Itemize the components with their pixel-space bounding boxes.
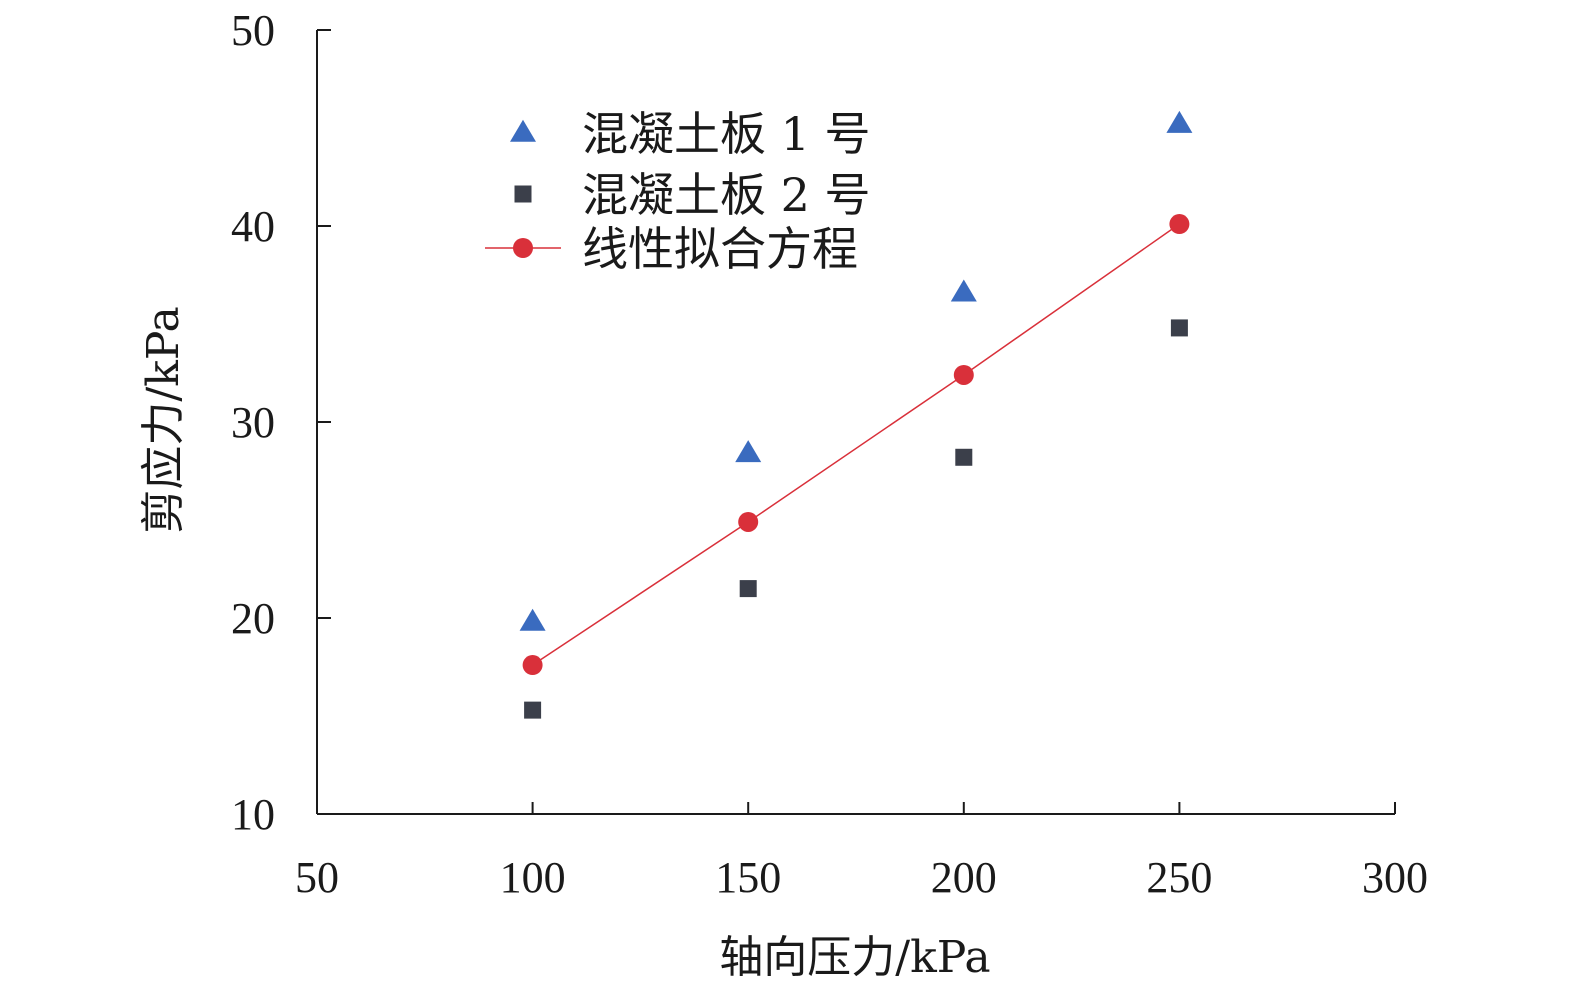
square-point [739,580,757,598]
x-tick-label: 250 [1146,853,1212,902]
x-tick-label: 300 [1362,853,1428,902]
triangle-point [1166,110,1193,133]
y-tick-label: 10 [231,790,275,839]
circle-point [953,364,974,385]
series-group [522,214,1190,676]
x-tick-label: 200 [931,853,997,902]
triangle-point [519,608,546,631]
legend-label: 线性拟合方程 [582,222,858,276]
triangle-point [950,279,977,302]
circle-point [1169,214,1190,235]
y-tick-label: 50 [231,6,275,55]
circle-point [522,655,543,676]
legend-label: 混凝土板 1 号 [582,107,871,161]
square-point [1170,319,1188,337]
y-axis-label: 剪应力/kPa [138,306,189,533]
legend-marker-triangle [510,119,536,142]
triangle-point [735,440,762,463]
square-point [524,701,542,719]
y-tick-label: 20 [231,594,275,643]
x-tick-label: 50 [295,853,339,902]
x-tick-label: 100 [500,853,566,902]
y-tick-label: 40 [231,202,275,251]
x-axis-label: 轴向压力/kPa [719,932,990,983]
square-point [955,448,973,466]
chart-marks [519,110,1193,719]
axes: 50 100 150 200 250 300 10 20 30 40 50 [231,6,1428,902]
series-group [519,110,1193,631]
legend-marker-square [514,185,532,203]
legend-label: 混凝土板 2 号 [582,168,871,222]
circle-point [738,511,759,532]
fit-line [532,223,1180,666]
y-tick-label: 30 [231,398,275,447]
x-tick-label: 150 [715,853,781,902]
legend-marker-circle [513,238,533,258]
series-group [524,319,1188,719]
